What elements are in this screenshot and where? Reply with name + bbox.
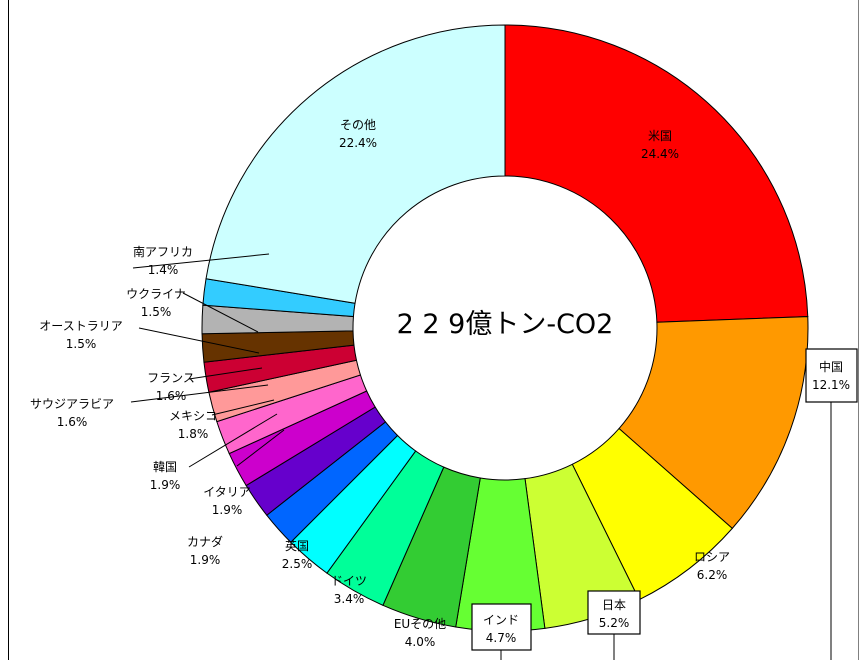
value-label-EUその他: 4.0% — [405, 635, 436, 649]
center-total-text: 2 2 9億トン-CO2 — [397, 309, 614, 340]
labels-group: 米国 24.4% 中国 12.1% ロシア 6.2% 日本 5.2% インド 4.7% EUその他 4… — [30, 118, 858, 651]
category-label-韓国: 韓国 — [153, 460, 177, 474]
category-label-ドイツ: ドイツ — [331, 574, 367, 588]
leader-line-オーストラリア — [138, 327, 260, 354]
value-label-サウジアラビア: 1.6% — [57, 415, 88, 429]
leader-line-サウジアラビア — [130, 384, 269, 403]
category-label-インド: インド — [483, 613, 519, 627]
value-label-ウクライナ: 1.5% — [141, 305, 172, 319]
value-label-韓国: 1.9% — [150, 478, 181, 492]
leader-line-フランス — [188, 367, 263, 380]
category-label-英国: 英国 — [285, 539, 309, 553]
category-label-フランス: フランス — [147, 371, 195, 385]
leader-line-韓国 — [188, 413, 278, 468]
category-label-日本: 日本 — [602, 598, 626, 612]
label-box-インド — [471, 603, 532, 651]
value-label-南アフリカ: 1.4% — [148, 263, 179, 277]
category-label-オーストラリア: オーストラリア — [39, 319, 122, 333]
category-label-EUその他: EUその他 — [394, 617, 446, 631]
value-label-メキシコ: 1.8% — [178, 427, 209, 441]
category-label-ウクライナ: ウクライナ — [126, 287, 186, 301]
value-label-カナダ: 1.9% — [190, 553, 221, 567]
leader-line-メキシコ — [211, 399, 275, 416]
category-label-ロシア: ロシア — [694, 550, 730, 564]
value-label-インド: 4.7% — [486, 631, 517, 645]
value-label-オーストラリア: 1.5% — [66, 337, 97, 351]
category-label-メキシコ: メキシコ — [169, 409, 217, 423]
label-box-中国 — [805, 348, 858, 403]
category-label-カナダ: カナダ — [187, 534, 223, 549]
value-label-英国: 2.5% — [282, 557, 313, 571]
slices-group — [201, 24, 809, 632]
slice-その他 — [205, 24, 506, 304]
leader-line-イタリア — [236, 429, 285, 467]
value-label-イタリア: 1.9% — [212, 503, 243, 517]
category-label-米国: 米国 — [648, 129, 672, 143]
category-label-南アフリカ: 南アフリカ — [133, 244, 193, 259]
value-label-ロシア: 6.2% — [697, 568, 728, 582]
category-label-中国: 中国 — [819, 359, 843, 374]
category-label-サウジアラビア: サウジアラビア — [30, 397, 114, 411]
leader-line-南アフリカ — [132, 253, 270, 269]
leader-lines-group — [130, 253, 832, 660]
category-label-イタリア: イタリア — [203, 485, 251, 499]
value-label-その他: 22.4% — [339, 136, 377, 150]
value-label-中国: 12.1% — [812, 378, 850, 392]
category-label-その他: その他 — [340, 118, 376, 132]
label-box-日本 — [587, 590, 641, 635]
slice-米国 — [504, 24, 809, 323]
leader-line-ウクライナ — [182, 292, 259, 333]
value-label-フランス: 1.6% — [156, 389, 187, 403]
value-label-ドイツ: 3.4% — [334, 592, 365, 606]
value-label-日本: 5.2% — [599, 616, 630, 630]
value-label-米国: 24.4% — [641, 147, 679, 161]
